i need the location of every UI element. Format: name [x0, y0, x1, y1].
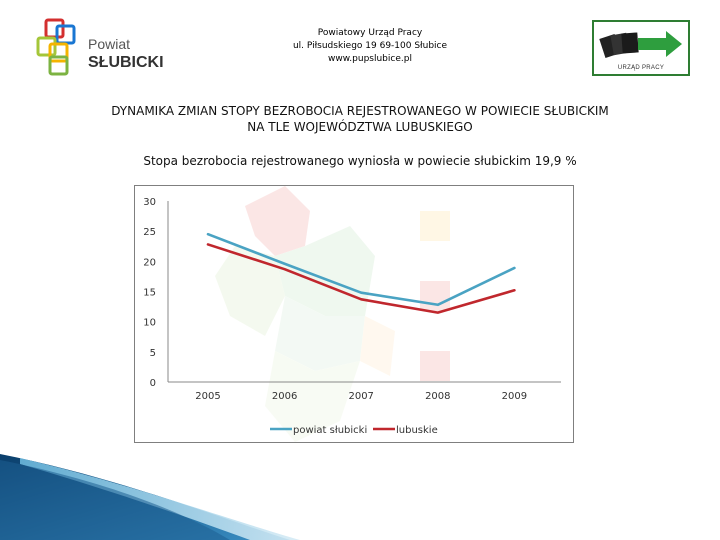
legend-label: lubuskie: [396, 425, 438, 436]
logo-text-slubicki: SŁUBICKI: [88, 54, 164, 71]
y-tick-label: 0: [150, 378, 156, 389]
slide-subtitle: Stopa bezrobocia rejestrowanego wyniosła…: [143, 154, 577, 168]
y-tick-label: 25: [143, 227, 156, 238]
chart-canvas: 30 25 20 15 10 5 0 2005 2006 2007 2008 2009 powiat …: [143, 186, 561, 442]
powiat-slubicki-logo: Powiat SŁUBICKI: [28, 14, 172, 78]
logo-squares-icon: [36, 18, 76, 76]
background-map-icon: [215, 186, 450, 442]
slide-title: DYNAMIKA ZMIAN STOPY BEZROBOCIA REJESTRO…: [40, 103, 680, 135]
office-website: www.pupslubice.pl: [328, 54, 412, 64]
y-tick-label: 5: [150, 348, 156, 359]
unemployment-chart: 30 25 20 15 10 5 0 2005 2006 2007 2008 2009 powiat …: [134, 185, 574, 443]
urzad-pracy-logo: URZĄD PRACY: [592, 20, 690, 76]
slide-title-line2: NA TLE WOJEWÓDZTWA LUBUSKIEGO: [247, 120, 473, 134]
x-tick-label: 2009: [502, 391, 527, 402]
office-name: Powiatowy Urząd Pracy: [317, 28, 423, 38]
urzad-pracy-caption: URZĄD PRACY: [617, 65, 665, 71]
office-address: ul. Piłsudskiego 19 69-100 Słubice: [292, 41, 448, 51]
x-tick-label: 2005: [195, 391, 220, 402]
slide-title-line1: DYNAMIKA ZMIAN STOPY BEZROBOCIA REJESTRO…: [111, 104, 609, 118]
y-tick-label: 10: [143, 318, 156, 329]
logo-text-powiat: Powiat: [88, 36, 131, 52]
y-tick-label: 30: [143, 197, 156, 208]
office-contact-block: Powiatowy Urząd Pracy ul. Piłsudskiego 1…: [240, 27, 500, 66]
y-tick-label: 15: [143, 288, 156, 299]
x-tick-label: 2006: [272, 391, 297, 402]
cards-arrow-icon: [599, 31, 682, 58]
legend-label: powiat słubicki: [293, 425, 367, 436]
decorative-swoosh-icon: [0, 454, 300, 540]
x-tick-label: 2007: [348, 391, 373, 402]
y-tick-label: 20: [143, 257, 156, 268]
x-tick-label: 2008: [425, 391, 450, 402]
